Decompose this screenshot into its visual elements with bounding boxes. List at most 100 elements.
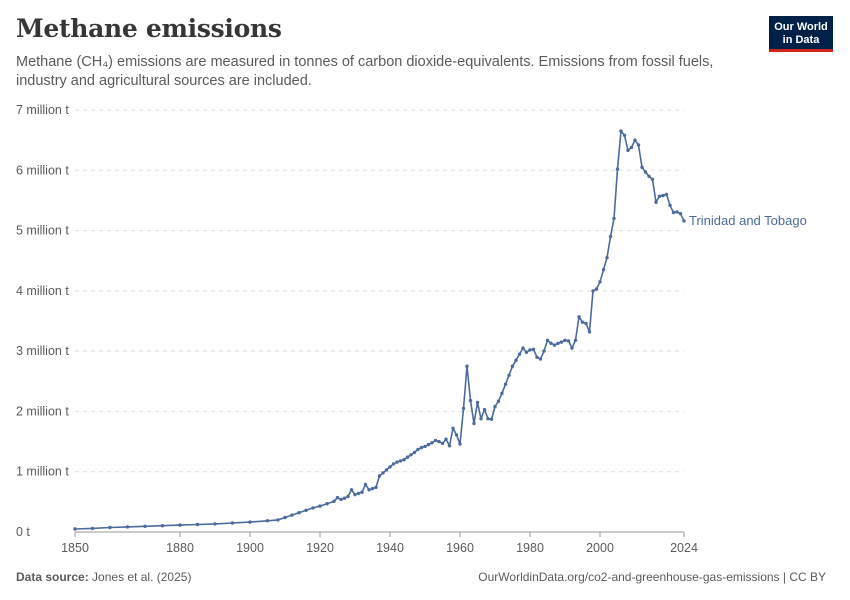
data-point — [573, 338, 578, 342]
data-point — [283, 515, 287, 520]
data-point — [654, 200, 658, 204]
data-point — [311, 506, 315, 510]
data-point — [451, 426, 455, 430]
data-point — [454, 433, 459, 437]
data-point — [482, 407, 487, 412]
grid: 0 t 1 million t 2 million t 3 million t 4 mi… — [16, 103, 684, 539]
data-point — [493, 404, 497, 409]
data-point — [566, 339, 571, 343]
data-point — [265, 519, 270, 523]
data-point — [633, 138, 637, 142]
data-point — [531, 347, 536, 351]
data-point — [230, 521, 235, 525]
data-point — [647, 174, 651, 178]
data-point — [398, 459, 403, 463]
data-point — [542, 349, 546, 353]
data-point — [563, 338, 567, 342]
data-point — [640, 165, 644, 169]
data-point — [479, 417, 483, 421]
data-point — [416, 447, 420, 452]
data-point — [290, 513, 294, 517]
x-tick-label: 1850 — [61, 541, 89, 555]
data-source: Data source: Jones et al. (2025) — [16, 570, 191, 584]
data-point — [367, 488, 371, 492]
chart-title: Methane emissions — [16, 14, 282, 43]
chart-subtitle: Methane (CH₄) emissions are measured in … — [16, 54, 714, 89]
data-point — [612, 216, 616, 221]
data-source-label: Data source: — [16, 570, 89, 584]
data-point — [598, 280, 602, 284]
data-point — [514, 358, 518, 362]
data-point — [528, 348, 532, 352]
y-tick-label: 3 million t — [16, 344, 69, 358]
data-point — [524, 350, 529, 354]
data-point — [297, 511, 301, 515]
x-tick-label: 2024 — [670, 541, 698, 555]
x-tick-label: 2000 — [586, 541, 614, 555]
data-point — [556, 341, 560, 345]
data-point — [178, 523, 182, 527]
data-point — [510, 364, 515, 368]
data-point — [496, 399, 501, 403]
data-point — [461, 406, 466, 411]
data-point — [409, 453, 413, 457]
data-point — [615, 167, 620, 171]
data-point — [377, 474, 382, 478]
data-point — [629, 145, 634, 150]
data-point — [125, 525, 130, 529]
data-point — [489, 417, 494, 421]
data-point — [423, 444, 427, 449]
data-point — [374, 485, 378, 490]
footer-url[interactable]: OurWorldinData.org/co2-and-greenhouse-ga… — [478, 570, 826, 584]
data-point — [643, 170, 648, 174]
data-point — [339, 497, 343, 502]
data-source-value[interactable]: Jones et al. (2025) — [92, 570, 192, 584]
data-point — [248, 520, 252, 524]
data-point — [444, 437, 448, 441]
data-point — [353, 492, 357, 497]
x-tick-label: 1940 — [376, 541, 404, 555]
data-point — [405, 455, 410, 459]
data-point — [650, 177, 655, 181]
data-point — [426, 442, 431, 447]
data-point — [437, 439, 441, 444]
y-tick-label: 5 million t — [16, 224, 69, 238]
data-point — [601, 268, 606, 272]
data-point — [475, 400, 480, 405]
data-point — [433, 438, 438, 443]
data-point — [468, 398, 473, 403]
data-point — [335, 495, 340, 500]
data-point — [678, 212, 683, 216]
data-point — [384, 468, 389, 472]
data-point — [503, 382, 508, 386]
data-point — [517, 352, 522, 356]
data-point — [587, 330, 592, 334]
owid-logo[interactable]: Our World in Data — [769, 16, 833, 52]
data-point — [626, 148, 630, 153]
data-point — [363, 482, 368, 487]
data-point — [622, 133, 627, 137]
data-point — [671, 210, 676, 215]
data-point — [332, 499, 336, 503]
data-point — [591, 289, 595, 293]
data-point — [521, 346, 525, 350]
data-point — [458, 442, 462, 446]
data-point — [73, 527, 77, 531]
data-point — [304, 508, 308, 512]
y-tick-label: 4 million t — [16, 284, 69, 298]
data-point — [535, 355, 539, 359]
y-tick-label: 1 million t — [16, 465, 69, 479]
data-point — [486, 417, 490, 421]
data-point — [577, 315, 581, 319]
data-point — [549, 341, 553, 345]
data-point — [213, 522, 217, 526]
data-point — [584, 321, 588, 326]
data-point — [657, 194, 662, 198]
data-point — [447, 444, 452, 448]
data-point — [388, 465, 392, 469]
y-tick-label: 2 million t — [16, 404, 69, 418]
data-point — [90, 526, 95, 531]
data-point — [276, 518, 280, 522]
x-tick-label: 1880 — [166, 541, 194, 555]
data-point — [619, 129, 623, 133]
